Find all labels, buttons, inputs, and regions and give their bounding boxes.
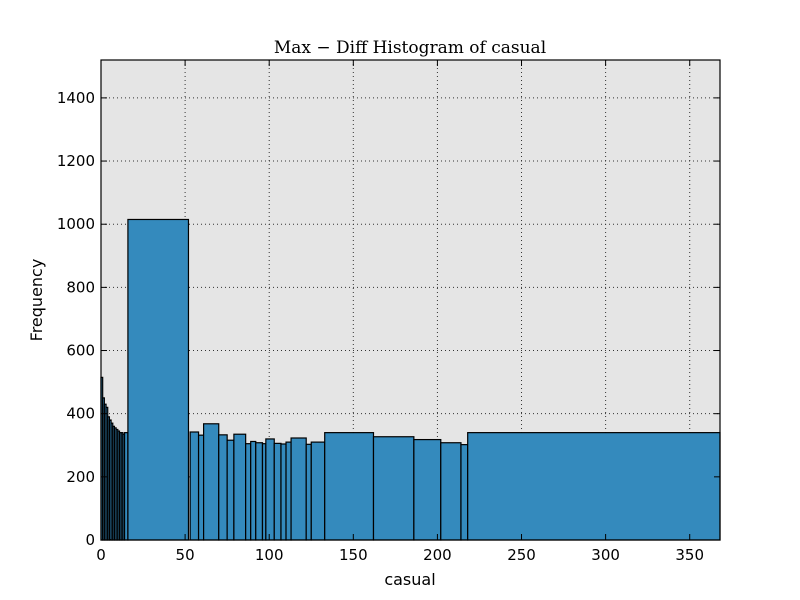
histogram-bar — [265, 438, 275, 541]
histogram-bar — [440, 442, 462, 541]
histogram-bar — [310, 441, 326, 541]
histogram-bar — [233, 433, 247, 541]
y-tick-label: 200 — [66, 468, 95, 486]
y-tick-label: 0 — [85, 531, 95, 549]
histogram-bar — [285, 441, 292, 541]
x-tick-label: 150 — [339, 546, 368, 564]
histogram-bar — [197, 434, 205, 541]
x-axis-ticks: 0 50 100 150 200 250 300 350 — [96, 60, 704, 564]
chart-title: Max − Diff Histogram of casual — [274, 38, 546, 58]
x-tick-label: 200 — [423, 546, 452, 564]
y-tick-label: 1200 — [57, 152, 95, 170]
histogram-bars — [100, 218, 721, 541]
histogram-bar — [273, 442, 282, 541]
histogram-bar — [127, 218, 190, 541]
histogram-bar — [203, 423, 220, 541]
y-tick-label: 1400 — [57, 89, 95, 107]
histogram-bar — [460, 444, 469, 541]
histogram-bar — [280, 443, 287, 541]
x-tick-label: 50 — [176, 546, 195, 564]
y-tick-label: 400 — [66, 405, 95, 423]
plot-frame — [100, 59, 721, 541]
y-tick-label: 800 — [66, 278, 95, 296]
histogram-bar — [245, 443, 252, 541]
x-tick-label: 0 — [96, 546, 106, 564]
y-tick-label: 600 — [66, 342, 95, 360]
x-axis-label: casual — [384, 570, 435, 589]
x-tick-label: 300 — [591, 546, 620, 564]
y-tick-label: 1000 — [57, 215, 95, 233]
histogram-bar — [290, 437, 307, 541]
x-tick-label: 350 — [675, 546, 704, 564]
histogram-bar — [372, 436, 415, 541]
histogram-bar — [250, 440, 257, 541]
histogram-bar — [218, 434, 228, 541]
y-axis-label: Frequency — [27, 259, 46, 342]
histogram-bar — [189, 431, 200, 541]
y-axis-ticks: 0 200 400 600 800 1000 1200 1400 — [57, 89, 720, 549]
histogram-bar — [226, 439, 235, 541]
histogram-bar — [413, 438, 442, 541]
histogram-bar — [324, 432, 375, 541]
histogram-bar — [305, 443, 312, 541]
histogram-bar — [255, 442, 264, 541]
histogram-bar — [467, 432, 721, 541]
x-tick-label: 100 — [255, 546, 284, 564]
x-tick-label: 250 — [507, 546, 536, 564]
